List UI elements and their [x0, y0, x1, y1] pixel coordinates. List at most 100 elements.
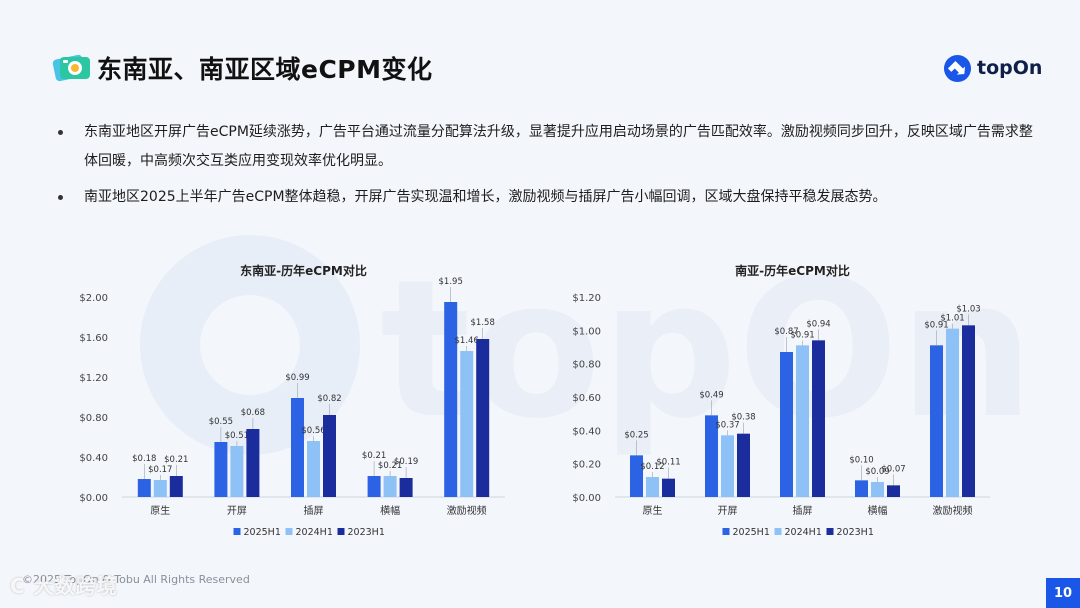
data-label: $0.21 [164, 455, 188, 465]
legend-swatch [722, 528, 730, 535]
data-label: $0.11 [656, 458, 680, 468]
bar [137, 479, 151, 497]
bar [367, 476, 381, 497]
bar [153, 480, 167, 497]
x-category-label: 横幅 [380, 504, 400, 517]
y-tick-label: $0.80 [79, 413, 108, 424]
chart-title: 东南亚-历年eCPM对比 [240, 263, 367, 278]
data-label: $0.10 [849, 455, 873, 465]
page-number-badge: 10 [1046, 578, 1080, 608]
bullet-dot-icon [58, 130, 63, 135]
y-tick-label: $0.00 [572, 493, 601, 504]
bar [383, 476, 397, 497]
x-category-label: 插屏 [304, 504, 324, 517]
data-label: $0.91 [790, 330, 814, 340]
y-tick-label: $1.60 [79, 333, 108, 344]
data-label: $0.38 [731, 413, 755, 423]
legend-swatch [826, 528, 834, 535]
data-label: $0.56 [301, 426, 325, 436]
data-label: $0.82 [317, 394, 341, 404]
data-label: $0.18 [132, 454, 156, 464]
y-tick-label: $0.20 [572, 460, 601, 471]
bar [855, 480, 868, 497]
bullet-dot-icon [58, 195, 63, 200]
x-category-label: 原生 [643, 504, 663, 517]
bar [705, 415, 718, 497]
chart-southeast-asia: 东南亚-历年eCPM对比 $0.00 $0.40 $0.80 $1.20 $1.60 $2.… [79, 263, 505, 538]
topon-logo: topOn [943, 53, 1042, 83]
bar [646, 477, 659, 497]
y-tick-label: $2.00 [79, 293, 108, 304]
bar [230, 446, 244, 497]
bar [871, 482, 884, 497]
y-tick-label: $0.40 [572, 426, 601, 437]
x-category-label: 插屏 [793, 504, 813, 517]
data-label: $0.87 [774, 327, 798, 337]
data-label: $1.46 [455, 336, 479, 346]
data-label: $0.19 [394, 457, 418, 467]
bar [307, 441, 320, 497]
bar [930, 345, 943, 497]
chart-title: 南亚-历年eCPM对比 [735, 263, 850, 278]
bar [444, 302, 458, 497]
bar [737, 433, 750, 497]
data-label: $0.91 [924, 320, 948, 330]
chart-south-asia: 南亚-历年eCPM对比 $0.00 $0.20 $0.40 $0.60 $0.80 $1.0… [572, 263, 990, 538]
y-tick-label: $0.80 [572, 360, 601, 371]
x-category-label: 激励视频 [447, 504, 487, 517]
legend-label: 2025H1 [244, 527, 281, 538]
x-category-label: 开屏 [718, 505, 738, 517]
data-label: $0.21 [378, 461, 402, 471]
y-tick-label: $1.20 [79, 373, 108, 384]
data-label: $0.37 [715, 420, 739, 430]
legend-label: 2025H1 [733, 527, 770, 538]
data-label: $1.01 [940, 314, 964, 324]
bar [721, 435, 734, 497]
bullet-text: 东南亚地区开屏广告eCPM延续涨势，广告平台通过流量分配算法升级，显著提升应用启… [84, 124, 1033, 169]
page-title: 东南亚、南亚区域eCPM变化 [97, 55, 433, 84]
data-label: $1.95 [439, 277, 463, 287]
data-label: $0.55 [209, 417, 233, 427]
photo-stack-icon [52, 54, 90, 82]
data-label: $0.12 [640, 462, 664, 472]
bullet-item: 东南亚地区开屏广告eCPM延续涨势，广告平台通过流量分配算法升级，显著提升应用启… [56, 118, 1036, 176]
y-tick-label: $1.00 [572, 326, 601, 337]
data-label: $0.17 [148, 465, 172, 475]
legend-label: 2023H1 [348, 527, 385, 538]
bar [812, 340, 825, 497]
bullet-text: 南亚地区2025上半年广告eCPM整体趋稳，开屏广告实现温和增长，激励视频与插屏… [84, 189, 887, 205]
legend-swatch [337, 528, 345, 535]
data-label: $0.94 [806, 319, 830, 329]
bar [630, 455, 643, 497]
bar [946, 328, 959, 497]
bar [399, 478, 413, 497]
legend-label: 2024H1 [785, 527, 822, 538]
bar [246, 429, 260, 497]
bar [323, 415, 336, 497]
y-tick-label: $0.40 [79, 453, 108, 464]
data-label: $0.09 [865, 467, 889, 477]
legend-swatch [774, 528, 782, 535]
legend-label: 2024H1 [296, 527, 333, 538]
data-label: $0.25 [624, 430, 648, 440]
legend-label: 2023H1 [837, 527, 874, 538]
x-category-label: 原生 [150, 504, 170, 517]
bullet-list: 东南亚地区开屏广告eCPM延续涨势，广告平台通过流量分配算法升级，显著提升应用启… [56, 118, 1036, 212]
watermark-stamp: C 大数跨境 [10, 574, 118, 598]
bar [662, 478, 675, 497]
bar [460, 351, 474, 497]
legend-swatch [233, 528, 241, 535]
data-label: $0.21 [362, 451, 386, 461]
logo-text: topOn [977, 57, 1043, 79]
data-label: $0.07 [881, 464, 905, 474]
data-label: $1.58 [471, 318, 495, 328]
bullet-item: 南亚地区2025上半年广告eCPM整体趋稳，开屏广告实现温和增长，激励视频与插屏… [56, 183, 1036, 212]
bar [169, 476, 183, 497]
bar [780, 352, 793, 497]
y-tick-label: $0.60 [572, 393, 601, 404]
bar [476, 339, 490, 497]
bar [887, 485, 900, 497]
bar [962, 325, 975, 497]
bar [291, 398, 304, 497]
x-category-label: 横幅 [868, 504, 888, 517]
